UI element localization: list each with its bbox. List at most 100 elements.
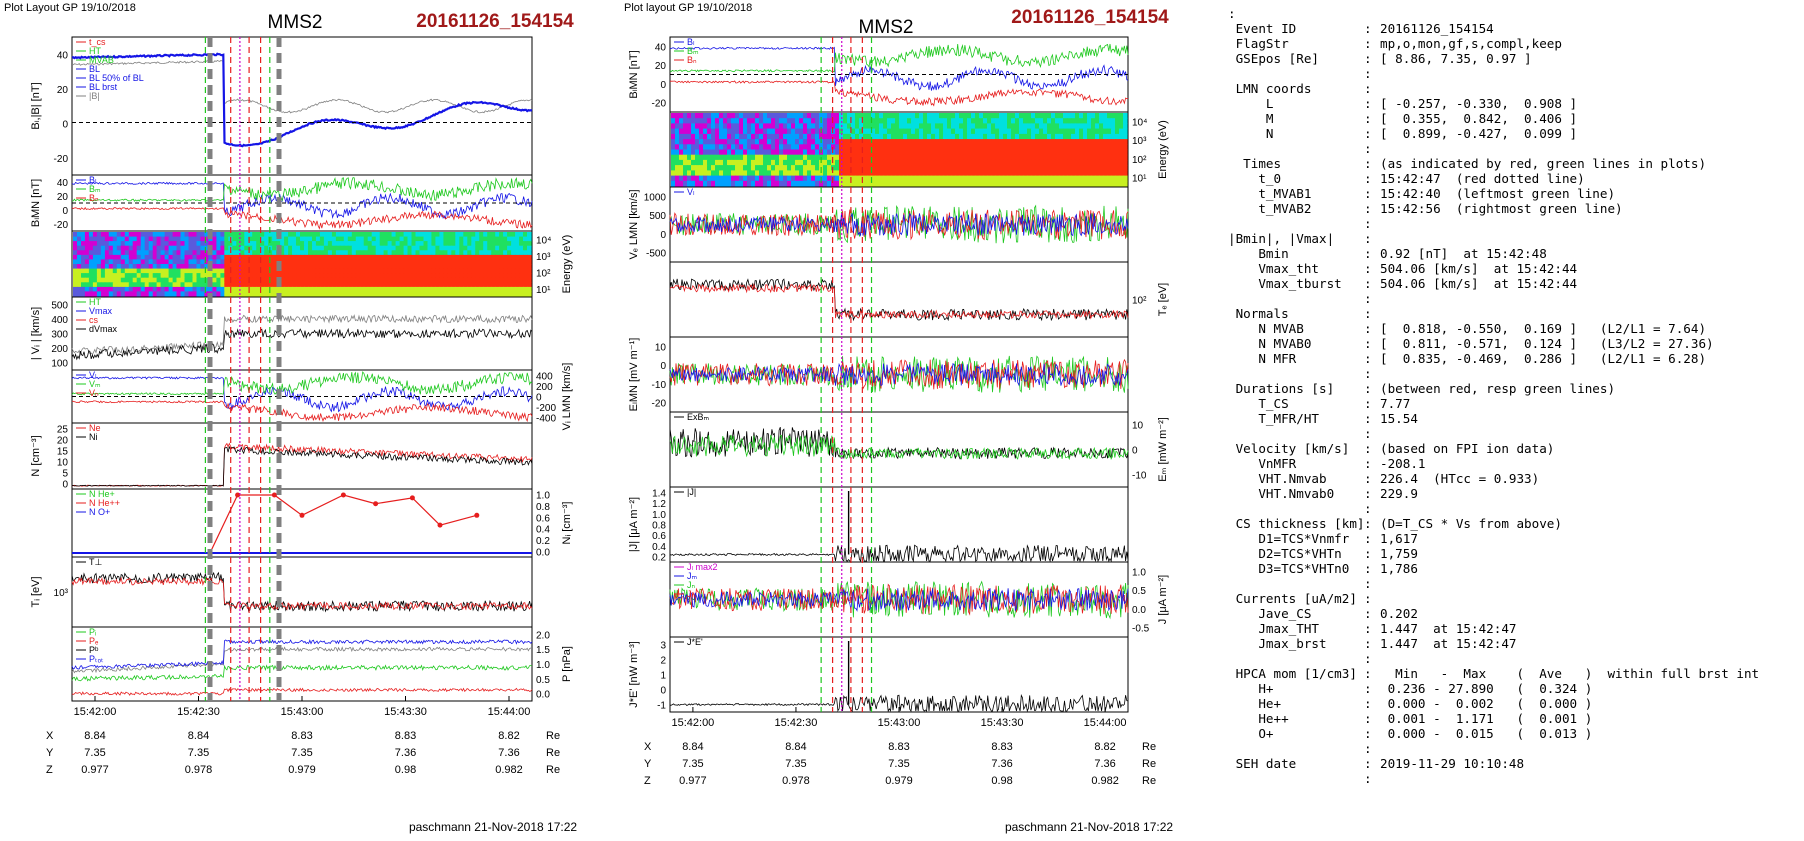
spectrogram-cell (296, 250, 301, 256)
spectrogram-cell (1039, 154, 1044, 161)
spectrogram-cell (77, 277, 82, 283)
spectrogram-cell (967, 123, 972, 130)
spectrogram-cell (84, 268, 90, 274)
spectrogram-cell (296, 282, 301, 288)
spectrogram-cell (1035, 113, 1040, 119)
spectrogram-cell (795, 165, 800, 171)
spectrogram-cell (1123, 175, 1128, 182)
spectrogram-cell (831, 165, 836, 171)
spectrogram-cell (391, 236, 397, 242)
spectrogram-cell (1031, 170, 1036, 177)
position-unit: Re (546, 764, 560, 776)
spectrogram-cell (879, 118, 884, 124)
spectrogram-cell (1059, 149, 1064, 156)
spectrogram-cell (224, 291, 229, 297)
spectrogram-cell (707, 180, 712, 187)
spectrogram-cell (1107, 133, 1112, 140)
n-trace (71, 400, 533, 423)
he-plus-plus-line (209, 494, 477, 554)
spectrogram-cell (863, 139, 868, 145)
legend-label: Pₜₒₜ (89, 654, 104, 664)
info-colon: : (1364, 471, 1372, 486)
spectrogram-cell (943, 154, 948, 161)
spectrogram-cell (1083, 139, 1088, 145)
right-tick-label: 0.2 (536, 536, 550, 547)
spectrogram-cell (735, 133, 740, 140)
spectrogram-cell (1103, 149, 1108, 156)
spectrogram-cell (312, 232, 317, 238)
spectrogram-cell (891, 154, 896, 161)
energy-spectrogram (671, 113, 1128, 187)
spectrogram-cell (971, 123, 976, 130)
spectrogram-cell (679, 128, 684, 135)
spectrogram-cell (92, 286, 98, 293)
spectrogram-cell (783, 154, 788, 161)
spectrogram-cell (1123, 170, 1128, 177)
right-tick-label: 10¹ (536, 285, 551, 296)
spectrogram-cell (359, 259, 365, 265)
spectrogram-cell (1035, 139, 1040, 145)
spectrogram-cell (1043, 154, 1048, 161)
spectrogram-cell (871, 149, 876, 156)
spectrogram-cell (260, 277, 265, 283)
he-plus-plus-point (271, 492, 277, 498)
spectrogram-cell (92, 282, 98, 288)
spectrogram-cell (467, 286, 472, 293)
y-axis-label: J*E' [nW m⁻³] (628, 641, 640, 708)
spectrogram-cell (379, 282, 385, 288)
spectrogram-cell (899, 170, 904, 177)
spectrogram-cell (1103, 123, 1108, 130)
spectrogram-cell (188, 277, 194, 283)
spectrogram-cell (883, 113, 888, 119)
spectrogram-cell (116, 254, 122, 261)
spectrogram-cell (467, 268, 472, 274)
spectrogram-cell (355, 250, 361, 256)
spectrogram-cell (455, 264, 460, 270)
spectrogram-cell (1047, 170, 1052, 177)
spectrogram-cell (1119, 170, 1124, 177)
spectrogram-cell (427, 232, 433, 238)
spectrogram-cell (331, 236, 337, 242)
spectrogram-cell (288, 236, 293, 242)
spectrogram-cell (1091, 149, 1096, 156)
right-tick-label: 10¹ (1132, 174, 1147, 185)
spectrogram-cell (419, 286, 425, 293)
position-row-label: X (46, 730, 54, 742)
spectrogram-cell (495, 259, 500, 265)
spectrogram-cell (787, 159, 792, 166)
spectrogram-cell (423, 245, 429, 251)
spectrogram-cell (979, 154, 984, 161)
spectrogram-cell (1071, 165, 1076, 171)
spectrogram-cell (779, 118, 784, 124)
spectrogram-cell (1051, 133, 1056, 140)
spectrogram-cell (268, 245, 273, 251)
spectrogram-cell (343, 259, 349, 265)
spectrogram-cell (140, 282, 146, 288)
spectrogram-cell (260, 286, 265, 293)
spectrogram-cell (1031, 133, 1036, 140)
spectrogram-cell (851, 118, 856, 124)
spectrogram-cell (747, 128, 752, 135)
spectrogram-cell (315, 286, 321, 293)
spectrogram-cell (847, 154, 852, 161)
legend-label: Pᵇ (89, 645, 99, 655)
spectrogram-cell (507, 268, 512, 274)
info-value: 504.06 [km/s] at 15:42:44 (1380, 276, 1578, 291)
spectrogram-cell (1119, 149, 1124, 156)
spectrogram-cell (1023, 128, 1028, 135)
spectrogram-cell (747, 154, 752, 161)
spectrogram-cell (256, 277, 261, 283)
spectrogram-cell (391, 268, 397, 274)
spectrogram-cell (463, 282, 468, 288)
spectrogram-cell (200, 277, 205, 283)
spectrogram-cell (1027, 144, 1032, 151)
spectrogram-cell (779, 128, 784, 135)
spectrogram-cell (803, 118, 808, 124)
right-tick-label: 0.0 (1132, 605, 1146, 616)
spectrogram-cell (807, 118, 812, 124)
info-key: N MFR (1228, 351, 1297, 366)
spectrogram-cell (943, 113, 948, 119)
spectrogram-cell (180, 291, 186, 297)
spectrogram-cell (387, 250, 393, 256)
spectrogram-cell (319, 273, 325, 279)
